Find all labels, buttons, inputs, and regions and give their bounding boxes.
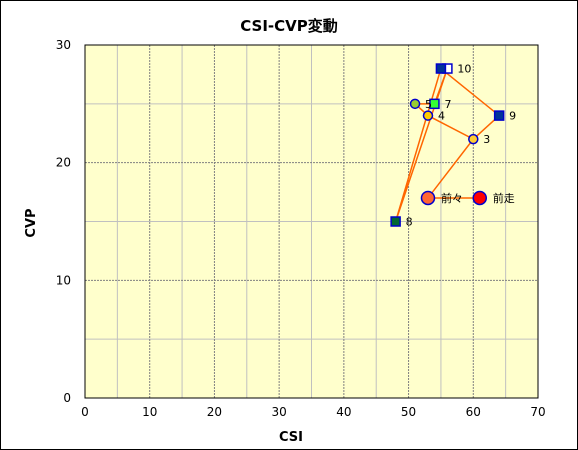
plot-border (84, 44, 539, 399)
data-point-label: 9 (509, 110, 516, 123)
y-tick-label: 20 (56, 156, 71, 170)
data-point-marker (493, 110, 505, 121)
minor-gridlines (85, 45, 538, 398)
data-point-label: 8 (406, 216, 413, 229)
data-point-label: 7 (444, 98, 451, 111)
x-tick-label: 60 (466, 405, 481, 419)
data-point-labels: 前走 前々 3 45 7 8 9 10 (406, 63, 517, 229)
data-point-label: 4 (438, 110, 445, 123)
data-point-marker (420, 190, 436, 206)
y-tick-label: 0 (63, 391, 71, 405)
x-tick-label: 40 (336, 405, 351, 419)
data-point-marker (390, 216, 401, 227)
data-point-marker (435, 63, 447, 74)
data-point-label: 前走 (493, 191, 515, 205)
x-tick-label: 30 (272, 405, 287, 419)
data-point-label: 5 (425, 98, 432, 111)
y-axis-title: CVP (24, 208, 39, 237)
data-point-marker (472, 190, 488, 206)
data-points (390, 63, 505, 227)
data-point-label: 10 (457, 63, 471, 76)
x-tick-label: 70 (530, 405, 545, 419)
x-tick-label: 0 (81, 405, 89, 419)
data-point-marker (429, 98, 440, 110)
y-tick-label: 30 (56, 38, 71, 52)
x-tick-label: 20 (207, 405, 222, 419)
chart-title: CSI-CVP変動 (240, 17, 338, 35)
data-point-label: 前々 (441, 191, 463, 205)
data-point-marker (409, 98, 421, 110)
x-axis-title: CSI (279, 430, 303, 445)
y-axis-tick-labels: 0 10 20 30 (56, 38, 71, 405)
x-axis-tick-labels: 0 10 20 30 40 50 60 70 (81, 405, 545, 419)
y-tick-label: 10 (56, 273, 71, 287)
x-tick-label: 50 (401, 405, 416, 419)
data-point-marker (468, 133, 479, 145)
data-point-label: 3 (483, 133, 490, 146)
major-gridlines (85, 45, 538, 398)
x-tick-label: 10 (142, 405, 157, 419)
data-point-marker (422, 110, 434, 121)
